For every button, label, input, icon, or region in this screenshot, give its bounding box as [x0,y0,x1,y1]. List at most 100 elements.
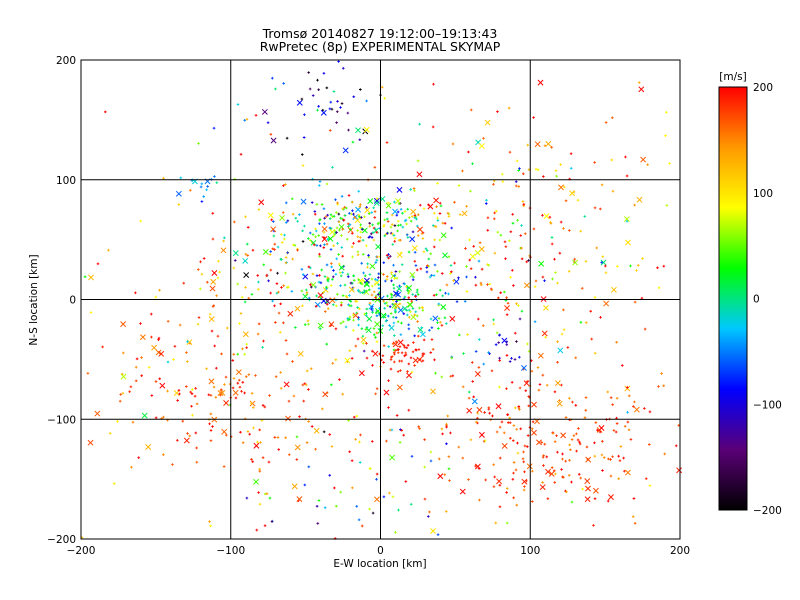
scatter-point [340,234,343,237]
scatter-point [399,369,402,372]
scatter-point [330,445,334,448]
scatter-point [511,439,515,442]
scatter-point [205,188,208,192]
scatter-point [451,142,455,146]
scatter-point [116,420,119,423]
scatter-point [453,261,456,265]
scatter-point [509,230,513,234]
scatter-point [331,166,334,169]
scatter-point [104,110,107,114]
scatter-mark [328,321,335,328]
scatter-point [358,307,361,311]
scatter-point [355,505,359,508]
scatter-point [285,136,289,140]
scatter-point [254,374,257,377]
scatter-point [396,219,400,223]
scatter-point [437,327,440,330]
scatter-point [569,166,573,170]
scatter-point [345,206,348,210]
scatter-point [314,227,317,231]
scatter-point [307,420,311,423]
scatter-point [312,243,316,247]
scatter-point [558,399,561,402]
scatter-point [274,87,277,91]
y-tick-label: 200 [56,55,76,67]
scatter-point [386,294,389,298]
scatter-point [461,385,465,389]
scatter-point [219,388,223,391]
scatter-mark [369,263,376,270]
scatter-point [593,441,596,445]
scatter-point [509,276,512,279]
scatter-point [471,380,475,383]
scatter-point [208,312,212,316]
scatter-point [269,133,273,136]
scatter-point [344,325,348,329]
scatter-point [207,393,211,397]
scatter-point [598,430,602,434]
scatter-point [493,211,496,215]
scatter-point [411,230,415,234]
scatter-point [315,244,319,247]
scatter-point [517,185,521,188]
scatter-point [382,225,386,228]
scatter-point [367,254,370,257]
scatter-point [268,394,271,397]
scatter-point [390,271,393,274]
scatter-point [531,420,535,424]
scatter-point [495,209,498,213]
scatter-point [301,164,305,167]
scatter-point [346,317,350,320]
scatter-point [284,256,288,259]
scatter-point [511,478,515,481]
scatter-point [527,259,530,262]
scatter-point [520,246,523,250]
colorbar-tick-label: 0 [753,294,760,306]
scatter-point [541,373,545,377]
scatter-point [279,257,282,261]
scatter-point [550,242,554,246]
scatter-point [527,404,531,408]
scatter-point [256,332,260,336]
scatter-point [556,281,559,285]
scatter-point [596,428,599,432]
scatter-point [490,369,494,373]
scatter-point [433,263,437,267]
scatter-mark [545,140,552,147]
scatter-point [413,260,417,263]
scatter-point [284,436,287,440]
scatter-point [417,334,420,338]
scatter-point [332,303,335,307]
scatter-point [195,402,199,406]
scatter-point [318,218,321,222]
scatter-point [404,353,408,357]
scatter-point [374,296,377,299]
scatter-point [368,221,371,225]
scatter-point [419,267,423,271]
scatter-point [341,271,344,274]
scatter-point [403,210,407,213]
scatter-point [218,270,221,274]
scatter-point [296,248,299,252]
scatter-point [492,322,496,326]
scatter-point [648,484,652,487]
scatter-mark [584,478,591,485]
scatter-point [139,322,142,325]
scatter-point [523,470,526,474]
grid [81,60,680,539]
scatter-mark [430,528,437,535]
scatter-point [363,215,366,219]
scatter-point [393,240,396,243]
scatter-point [284,271,287,275]
scatter-mark [145,444,152,450]
scatter-point [399,428,402,431]
scatter-point [541,214,544,217]
scatter-point [562,227,565,230]
scatter-point [619,445,623,448]
scatter-mark [636,196,643,203]
scatter-point [276,436,280,439]
scatter-point [604,264,607,268]
scatter-point [611,116,614,120]
scatter-point [184,385,188,388]
scatter-mark [363,126,370,133]
